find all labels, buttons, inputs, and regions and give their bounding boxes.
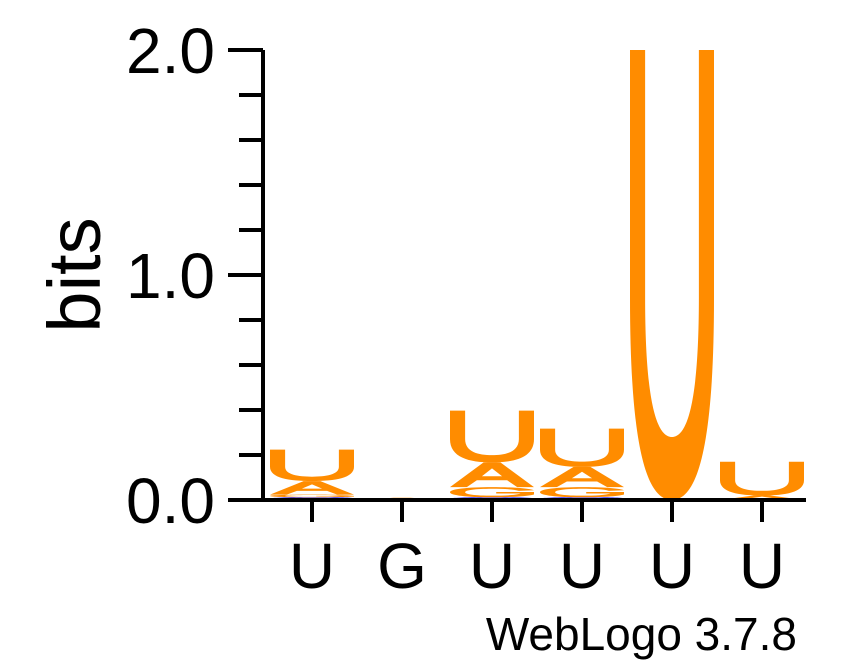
y-tick-label: 0.0 [126,465,215,537]
x-position-label: U [469,530,515,602]
y-tick-label: 2.0 [126,15,215,87]
logo-letter-u [540,428,624,467]
x-position-label: G [377,530,427,602]
logo-letter-g [270,494,354,498]
y-ticks: 0.0 1.0 2.0 [126,15,263,537]
logo-stacks [270,50,804,500]
logo-letter-a [270,481,354,495]
logo-letter-u [450,410,534,463]
logo-stack [630,50,714,500]
x-position-label: U [559,530,605,602]
y-axis-label: bits [33,217,116,332]
logo-stack [540,428,624,500]
x-position-label: U [739,530,785,602]
y-tick-label: 1.0 [126,240,215,312]
logo-letter-u [630,50,714,500]
logo-stack [450,410,534,500]
logo-letter-a [540,466,624,488]
logo-letter-a [450,462,534,488]
logo-letter-u [720,461,804,496]
logo-letter-u [270,449,354,482]
logo-letter-g [450,487,534,498]
logo-stack [720,461,804,500]
logo-stack [270,449,354,500]
x-position-label: U [649,530,695,602]
footer-credit: WebLogo 3.7.8 [486,608,797,660]
x-position-label: U [289,530,335,602]
logo-letter-g [540,487,624,498]
